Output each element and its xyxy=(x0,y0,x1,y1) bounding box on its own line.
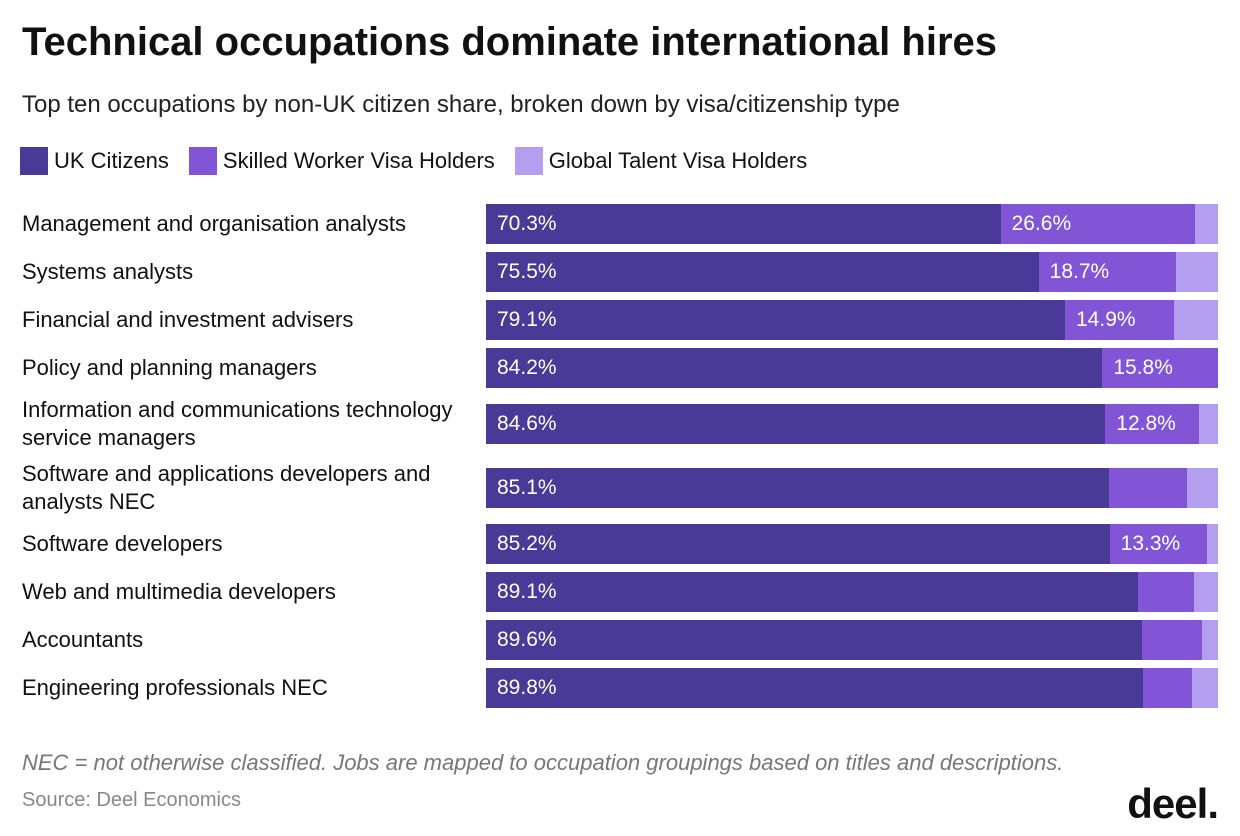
bar-stack: 89.1% xyxy=(486,572,1218,612)
legend-swatch xyxy=(514,147,543,175)
value-label: 12.8% xyxy=(1116,412,1176,435)
bar-segment: 89.8% xyxy=(486,668,1144,708)
category-label: Accountants xyxy=(22,627,144,652)
bar-segment: 85.2% xyxy=(486,524,1110,564)
legend: UK Citizens Skilled Worker Visa Holders Gl… xyxy=(20,147,807,175)
category-label: Systems analysts xyxy=(22,259,194,284)
bar-segment xyxy=(1143,668,1192,708)
bar-segment: 14.9% xyxy=(1065,300,1175,340)
bar-segment xyxy=(1195,204,1218,244)
bar-segment xyxy=(1187,468,1218,508)
bar-row: Management and organisation analysts 70.3… xyxy=(22,204,1218,244)
bar-stack: 85.1% xyxy=(486,468,1218,508)
bar-row: Accountants 89.6% xyxy=(22,620,1218,660)
bar-segment: 75.5% xyxy=(486,252,1039,292)
bar-stack: 89.8% xyxy=(486,668,1218,708)
bar-row: Software and applications developers and… xyxy=(22,460,1218,516)
value-label: 85.1% xyxy=(497,476,557,499)
legend-label: Global Talent Visa Holders xyxy=(548,148,808,173)
bar-stack: 89.6% xyxy=(486,620,1218,660)
bar-segment: 89.1% xyxy=(486,572,1139,612)
value-label: 89.8% xyxy=(497,676,557,699)
chart-subtitle: Top ten occupations by non-UK citizen sh… xyxy=(22,91,900,118)
legend-swatch xyxy=(20,147,48,175)
value-label: 70.3% xyxy=(497,212,557,235)
bar-segment xyxy=(1193,572,1218,612)
note: NEC = not otherwise classified. Jobs are… xyxy=(22,750,1064,775)
bar-row: Software developers 85.2% 13.3% xyxy=(22,524,1218,564)
bar-segment: 26.6% xyxy=(1000,204,1196,244)
value-label: 13.3% xyxy=(1120,532,1181,555)
value-label: 75.5% xyxy=(497,260,557,283)
bar-row: Policy and planning managers 84.2% 15.8% xyxy=(22,348,1218,388)
bar-stack: 84.6% 12.8% xyxy=(486,404,1218,444)
bar-stack: 79.1% 14.9% xyxy=(486,300,1218,340)
bar-segment: 12.8% xyxy=(1105,404,1199,444)
category-label: Policy and planning managers xyxy=(22,355,317,380)
value-label: 84.2% xyxy=(497,356,557,379)
bar-segment: 15.8% xyxy=(1102,348,1218,388)
category-label: Web and multimedia developers xyxy=(22,579,336,604)
legend-label: UK Citizens xyxy=(54,148,169,173)
category-label: Software and applications developers and… xyxy=(22,461,431,514)
legend-item: UK Citizens xyxy=(20,147,169,175)
bar-segment: 13.3% xyxy=(1109,524,1207,564)
legend-item: Skilled Worker Visa Holders xyxy=(188,147,495,175)
bar-segment xyxy=(1191,668,1218,708)
value-label: 15.8% xyxy=(1113,356,1173,379)
bar-segment: 85.1% xyxy=(486,468,1109,508)
value-label: 14.9% xyxy=(1076,308,1136,331)
value-label: 18.7% xyxy=(1049,260,1110,283)
legend-label: Skilled Worker Visa Holders xyxy=(222,148,495,173)
bar-row: Web and multimedia developers 89.1% xyxy=(22,572,1218,612)
logo: deel. xyxy=(1127,780,1219,827)
bar-stack: 75.5% 18.7% xyxy=(486,252,1218,292)
bar-segment: 70.3% xyxy=(486,204,1001,244)
value-label: 84.6% xyxy=(497,412,557,435)
bar-segment xyxy=(1108,468,1188,508)
category-label: Engineering professionals NEC xyxy=(22,675,328,700)
bar-segment: 79.1% xyxy=(486,300,1065,340)
value-label: 26.6% xyxy=(1011,212,1072,235)
bar-row: Engineering professionals NEC 89.8% xyxy=(22,668,1218,708)
bar-row: Systems analysts 75.5% 18.7% xyxy=(22,252,1218,292)
source: Source: Deel Economics xyxy=(22,789,241,811)
bar-segment xyxy=(1201,620,1218,660)
category-label: Software developers xyxy=(22,531,223,556)
value-label: 89.1% xyxy=(497,580,557,603)
category-label: Information and communications technolog… xyxy=(22,397,453,450)
value-label: 79.1% xyxy=(497,308,557,331)
bar-segment: 18.7% xyxy=(1038,252,1176,292)
legend-swatch xyxy=(188,147,217,175)
bar-row: Information and communications technolog… xyxy=(22,396,1218,452)
bar-segment: 84.2% xyxy=(486,348,1103,388)
category-label: Management and organisation analysts xyxy=(22,211,407,236)
value-label: 89.6% xyxy=(497,628,557,651)
chart: Management and organisation analysts 70.3… xyxy=(22,204,1218,708)
bar-segment xyxy=(1198,404,1218,444)
value-label: 85.2% xyxy=(497,532,557,555)
legend-item: Global Talent Visa Holders xyxy=(514,147,808,175)
bar-segment xyxy=(1174,300,1218,340)
bar-segment xyxy=(1175,252,1218,292)
bar-segment: 89.6% xyxy=(486,620,1142,660)
category-label: Financial and investment advisers xyxy=(22,307,354,332)
bar-stack: 84.2% 15.8% xyxy=(486,348,1218,388)
bar-segment xyxy=(1141,620,1202,660)
bar-segment: 84.6% xyxy=(486,404,1106,444)
bar-segment xyxy=(1207,524,1218,564)
chart-title: Technical occupations dominate internati… xyxy=(22,20,997,64)
bar-stack: 85.2% 13.3% xyxy=(486,524,1218,564)
bar-row: Financial and investment advisers 79.1% 14… xyxy=(22,300,1218,340)
bar-stack: 70.3% 26.6% xyxy=(486,204,1218,244)
bar-segment xyxy=(1138,572,1194,612)
